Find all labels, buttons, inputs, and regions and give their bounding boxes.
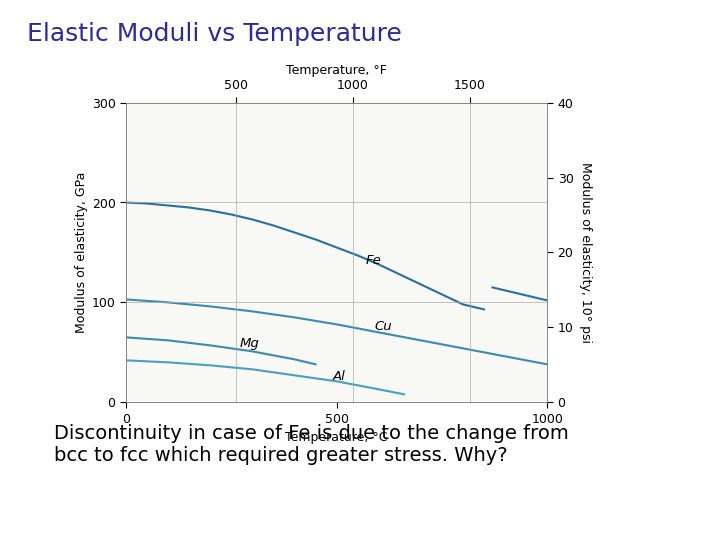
Y-axis label: Modulus of elasticity, GPa: Modulus of elasticity, GPa [75, 172, 88, 333]
Text: Al: Al [333, 370, 345, 383]
Text: Cu: Cu [374, 320, 392, 333]
Text: Fe: Fe [366, 254, 382, 267]
X-axis label: Temperature, °F: Temperature, °F [286, 64, 387, 77]
Text: Discontinuity in case of Fe is due to the change from
bcc to fcc which required : Discontinuity in case of Fe is due to th… [54, 424, 569, 465]
Text: Mg: Mg [240, 338, 259, 350]
X-axis label: Temperature, °C: Temperature, °C [285, 431, 388, 444]
Text: Elastic Moduli vs Temperature: Elastic Moduli vs Temperature [27, 22, 402, 46]
Y-axis label: Modulus of elasticity, 10° psi: Modulus of elasticity, 10° psi [579, 162, 592, 343]
